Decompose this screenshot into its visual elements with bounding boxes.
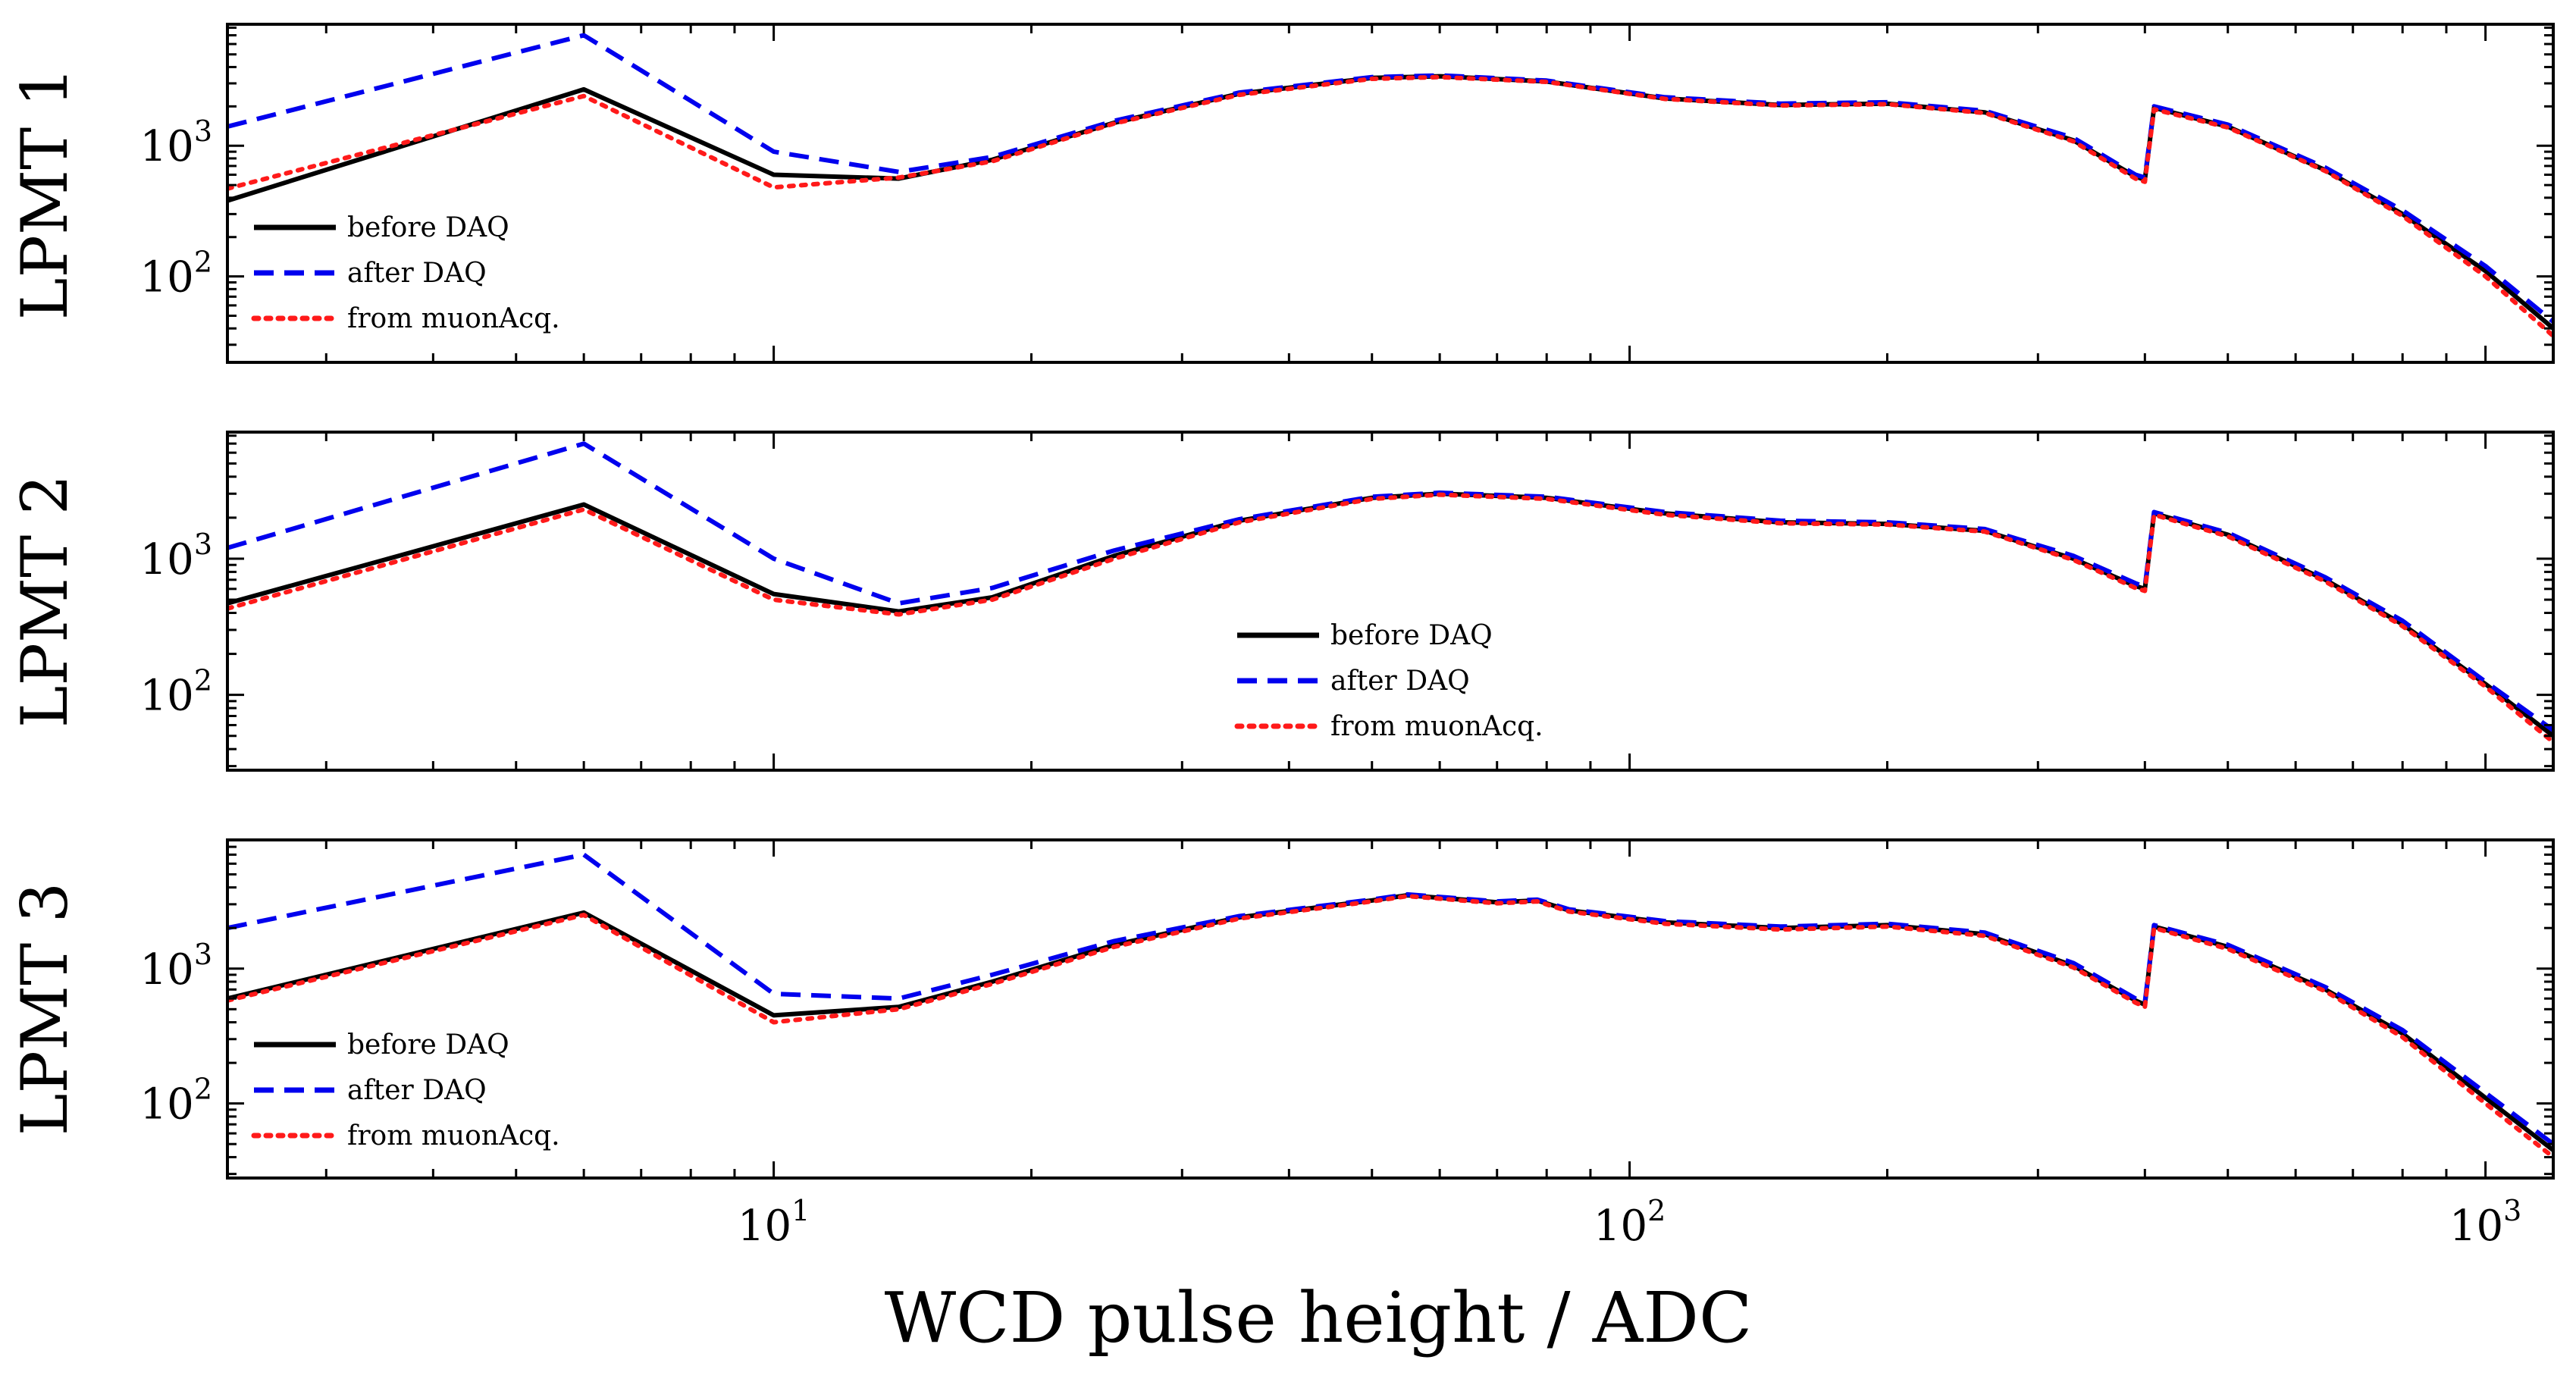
y-axis-label: LPMT 3 — [8, 882, 82, 1136]
panel-lpmt-2: 102 103 LPMT 2 before DAQ after DAQ from muon… — [8, 431, 2555, 772]
panel-lpmt-3: 102 103 101 102 103 LPMT 3 before DAQ after DAQ… — [8, 838, 2555, 1251]
plot-frame — [226, 431, 2555, 772]
panel-lpmt-1: 102 103 LPMT 1 before DAQ after DAQ from muon… — [8, 23, 2555, 364]
legend: before DAQ after DAQ from muonAcq. — [251, 212, 560, 334]
legend-entry: after DAQ — [347, 258, 487, 289]
x-tick-label: 103 — [2449, 1194, 2521, 1251]
legend-entry: from muonAcq. — [347, 1120, 560, 1151]
series-line-2 — [227, 33, 2553, 324]
y-tick-label: 103 — [140, 528, 212, 584]
x-tick-label: 101 — [738, 1194, 810, 1251]
legend-entry: after DAQ — [1330, 666, 1470, 697]
series-line-1 — [227, 893, 2553, 1152]
y-tick-label: 103 — [140, 938, 212, 995]
x-tick-label: 102 — [1594, 1194, 1666, 1251]
legend-entry: from muonAcq. — [347, 303, 560, 334]
legend: before DAQ after DAQ from muonAcq. — [251, 1029, 560, 1151]
legend: before DAQ after DAQ from muonAcq. — [1234, 620, 1543, 742]
series-line-3 — [227, 74, 2553, 339]
y-tick-label: 102 — [140, 664, 212, 721]
x-axis-label: WCD pulse height / ADC — [885, 1277, 1753, 1358]
legend-entry: before DAQ — [347, 1029, 509, 1061]
plot-frame — [226, 838, 2555, 1180]
y-tick-label: 102 — [140, 246, 212, 302]
series-line-3 — [227, 492, 2553, 744]
legend-entry: from muonAcq. — [1330, 711, 1543, 742]
legend-entry: before DAQ — [347, 212, 509, 243]
series-line-1 — [227, 74, 2553, 331]
legend-entry: before DAQ — [1330, 620, 1493, 651]
y-tick-label: 102 — [140, 1073, 212, 1130]
series-line-2 — [227, 852, 2553, 1146]
legend-entry: after DAQ — [347, 1075, 487, 1106]
series-line-2 — [227, 441, 2553, 732]
y-axis-label: LPMT 2 — [8, 475, 82, 728]
y-tick-label: 103 — [140, 114, 212, 171]
y-axis-label: LPMT 1 — [8, 67, 82, 320]
plot-frame — [226, 23, 2555, 364]
series-line-3 — [227, 894, 2553, 1160]
